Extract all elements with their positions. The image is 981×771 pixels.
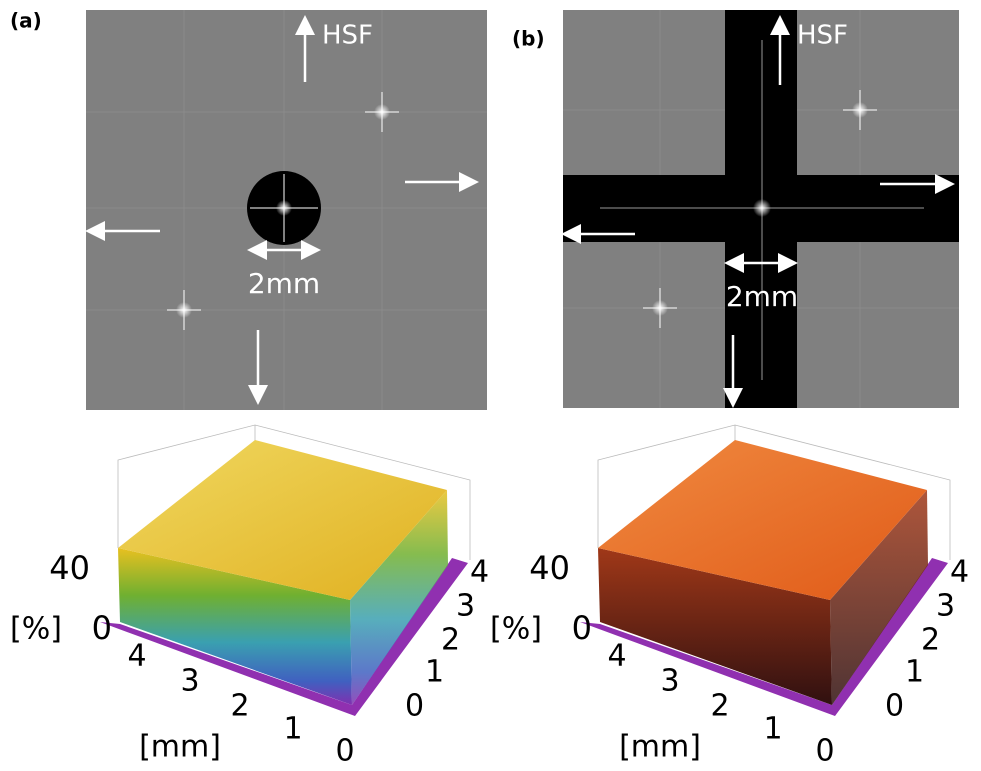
y-tick-label: 2 [921, 623, 940, 658]
y-tick-label: 3 [936, 589, 955, 624]
figure: (a)HSF2mm400[%]43210[mm]43210(b)HSF2mm40… [0, 0, 981, 771]
spectrum-b [563, 10, 959, 408]
scale-label: 2mm [726, 280, 798, 313]
direction-label: HSF [797, 21, 848, 51]
direction-label: HSF [322, 21, 373, 51]
x-tick-label: 2 [710, 689, 729, 724]
x-unit: [mm] [139, 730, 221, 765]
y-tick-label: 0 [405, 689, 424, 724]
z-tick-label: 40 [49, 549, 90, 587]
spectrum-a [86, 10, 487, 410]
x-tick-label: 2 [230, 689, 249, 724]
x-tick-label: 4 [607, 639, 626, 674]
x-unit: [mm] [619, 730, 701, 765]
scale-label: 2mm [248, 267, 320, 300]
x-tick-label: 3 [180, 664, 199, 699]
y-tick-label: 3 [456, 589, 475, 624]
z-tick-label: 0 [92, 609, 112, 647]
z-tick-label: 40 [529, 549, 570, 587]
y-tick-label: 0 [885, 689, 904, 724]
surface-plot-b [580, 425, 950, 716]
y-tick-label: 1 [425, 655, 444, 690]
z-unit: [%] [10, 612, 62, 647]
y-tick-label: 4 [950, 555, 969, 590]
x-tick-label: 3 [660, 664, 679, 699]
y-tick-label: 4 [470, 555, 489, 590]
z-tick-label: 0 [572, 609, 592, 647]
panel-label: (a) [10, 9, 42, 33]
panel-label: (b) [512, 27, 545, 51]
x-tick-label: 1 [283, 712, 302, 747]
x-tick-label: 4 [127, 639, 146, 674]
x-tick-label: 0 [815, 734, 834, 769]
z-unit: [%] [490, 612, 542, 647]
y-tick-label: 2 [441, 623, 460, 658]
x-tick-label: 0 [335, 734, 354, 769]
x-tick-label: 1 [763, 712, 782, 747]
surface-plot-a [100, 425, 470, 716]
y-tick-label: 1 [905, 655, 924, 690]
